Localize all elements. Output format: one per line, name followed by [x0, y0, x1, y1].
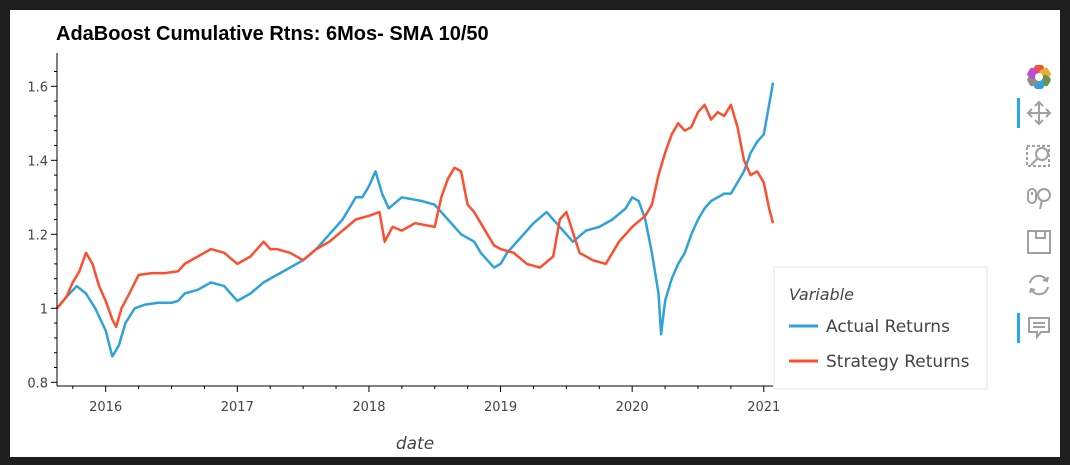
- x-axis-label: date: [396, 434, 434, 454]
- bokeh-logo-icon[interactable]: [1020, 60, 1058, 94]
- chart-title: AdaBoost Cumulative Rtns: 6Mos- SMA 10/5…: [56, 23, 489, 45]
- chart-svg: AdaBoost Cumulative Rtns: 6Mos- SMA 10/5…: [27, 23, 988, 454]
- y-tick-label: 1.4: [27, 154, 48, 169]
- box-zoom-icon[interactable]: [1020, 139, 1058, 173]
- chart-panel: AdaBoost Cumulative Rtns: 6Mos- SMA 10/5…: [10, 10, 1060, 457]
- plot-area[interactable]: [57, 53, 773, 386]
- x-tick-label: 2019: [484, 400, 517, 415]
- reset-icon[interactable]: [1020, 268, 1058, 302]
- x-tick-label: 2016: [89, 400, 122, 415]
- y-tick-label: 1: [40, 302, 48, 317]
- legend: Variable Actual Returns Strategy Returns: [773, 266, 988, 390]
- hover-icon[interactable]: [1017, 311, 1058, 345]
- x-tick-label: 2020: [616, 400, 649, 415]
- y-tick-label: 0.8: [27, 376, 48, 391]
- legend-title: Variable: [789, 285, 854, 304]
- x-tick-label: 2018: [352, 400, 385, 415]
- x-tick-label: 2021: [747, 400, 780, 415]
- series-line-actual-returns: [56, 82, 775, 358]
- legend-label-strategy-returns[interactable]: Strategy Returns: [826, 352, 970, 372]
- legend-label-actual-returns[interactable]: Actual Returns: [826, 317, 950, 337]
- series-layer: [56, 82, 775, 358]
- axes-layer: 0.8 1 1.2 1.4 1.6 2016 2017 2018 2019 2020 2021: [27, 53, 780, 415]
- series-line-strategy-returns: [56, 103, 775, 329]
- pan-icon[interactable]: [1017, 96, 1058, 130]
- save-icon[interactable]: [1020, 225, 1058, 259]
- x-tick-label: 2017: [221, 400, 254, 415]
- wheel-zoom-icon[interactable]: [1020, 182, 1058, 216]
- y-tick-label: 1.6: [27, 80, 48, 95]
- y-tick-label: 1.2: [27, 228, 48, 243]
